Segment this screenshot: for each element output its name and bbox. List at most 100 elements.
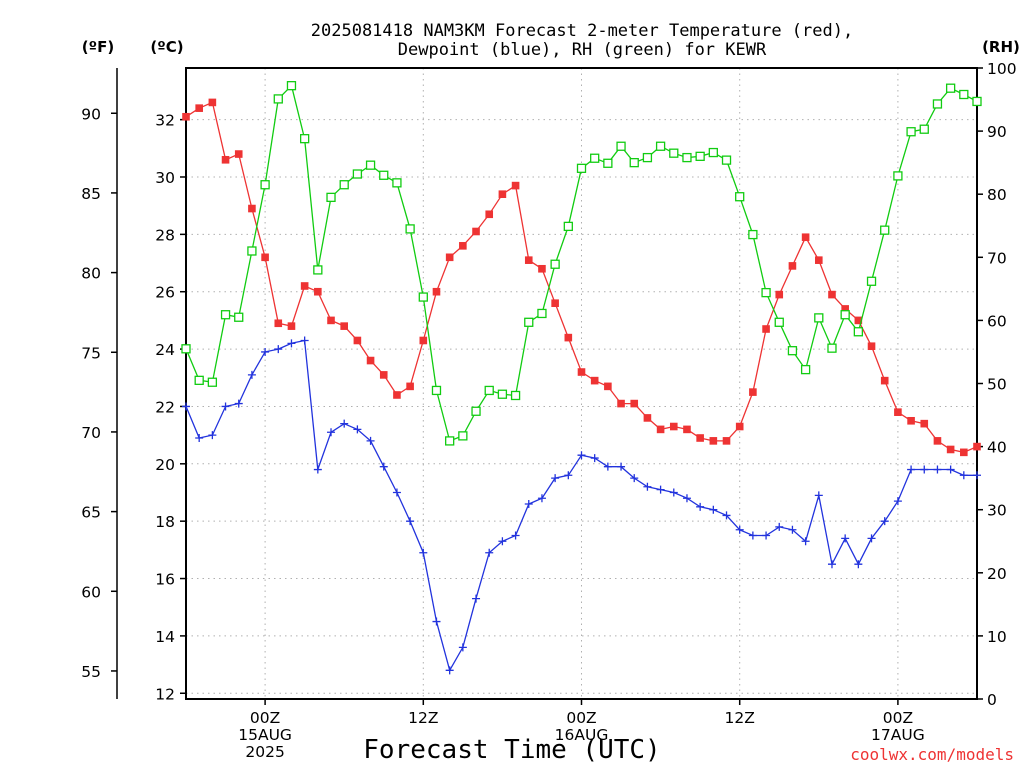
- dewpoint-point: [762, 531, 771, 540]
- rh-point: [629, 157, 639, 168]
- celsius-tick-label: 26: [155, 284, 175, 302]
- rh-tick-label: 30: [987, 502, 1007, 520]
- x-tick-label: 00Z: [883, 709, 913, 727]
- 2-meter-temperature-point: [524, 256, 533, 264]
- 2-meter-temperature-point: [933, 437, 942, 445]
- rh-point: [194, 375, 204, 385]
- rh-point: [642, 152, 653, 163]
- 2-meter-temperature-series: [182, 98, 981, 457]
- dewpoint-point: [603, 462, 612, 471]
- fahrenheit-tick-label: 55: [81, 663, 101, 681]
- x-tick-label: 2025: [245, 743, 284, 761]
- 2-meter-temperature-point: [960, 448, 968, 457]
- 2-meter-temperature-point: [538, 264, 546, 273]
- rh-point: [695, 151, 705, 161]
- rh-unit-label: (RH): [982, 38, 1020, 56]
- dewpoint-point: [920, 465, 929, 474]
- celsius-tick-label: 30: [155, 169, 175, 187]
- rh-point: [576, 163, 587, 173]
- 2-meter-temperature-point: [828, 290, 836, 299]
- dewpoint-point: [182, 402, 190, 411]
- 2-meter-temperature-point: [445, 253, 454, 262]
- 2-meter-temperature-point: [577, 368, 586, 376]
- rh-point: [379, 170, 389, 180]
- fahrenheit-tick-label: 75: [81, 344, 101, 362]
- 2-meter-temperature-point: [749, 388, 757, 396]
- rh-tick-label: 40: [987, 439, 1007, 457]
- rh-tick-label: 100: [987, 60, 1017, 78]
- dewpoint-point: [458, 643, 467, 652]
- dewpoint-point: [234, 399, 243, 408]
- 2-meter-temperature-point: [300, 282, 309, 290]
- 2-meter-temperature-point: [511, 181, 520, 190]
- dewpoint-point: [287, 339, 296, 348]
- rh-point: [313, 265, 323, 275]
- 2-meter-temperature-point: [221, 155, 230, 164]
- dewpoint-point: [419, 548, 428, 557]
- rh-point: [932, 99, 943, 109]
- fahrenheit-tick-label: 70: [81, 424, 101, 442]
- dewpoint-point: [577, 451, 586, 460]
- x-tick-label: 00Z: [250, 709, 280, 727]
- rh-point: [655, 141, 666, 151]
- dewpoint-point: [300, 336, 309, 345]
- 2-meter-temperature-point: [788, 262, 797, 270]
- rh-point: [207, 377, 218, 387]
- rh-point: [445, 436, 455, 446]
- rh-point: [458, 431, 468, 441]
- dewpoint-point: [867, 534, 876, 543]
- rh-point: [827, 343, 837, 353]
- 2-meter-temperature-point: [182, 112, 190, 121]
- celsius-tick-label: 24: [155, 341, 175, 359]
- rh-point: [563, 221, 573, 232]
- 2-meter-temperature-point: [208, 98, 217, 107]
- fahrenheit-tick-label: 65: [81, 504, 101, 522]
- fahrenheit-tick-label: 85: [81, 185, 101, 203]
- celsius-tick-label: 12: [155, 685, 175, 703]
- dewpoint-point: [946, 465, 955, 474]
- rh-point: [247, 246, 257, 256]
- 2-meter-temperature-point: [709, 437, 718, 445]
- fahrenheit-unit-label: (ºF): [82, 38, 114, 56]
- dewpoint-point: [801, 537, 810, 546]
- rh-point: [352, 169, 363, 179]
- 2-meter-temperature-point: [485, 210, 494, 219]
- rh-point: [471, 406, 481, 416]
- dewpoint-point: [524, 499, 533, 508]
- rh-point: [880, 225, 890, 235]
- dewpoint-series: [182, 336, 981, 675]
- 2-meter-temperature-point: [590, 376, 599, 385]
- celsius-unit-label: (ºC): [150, 38, 183, 56]
- rh-point: [735, 192, 745, 202]
- rh-point: [840, 310, 850, 320]
- dewpoint-point: [445, 666, 454, 675]
- celsius-tick-label: 32: [155, 112, 175, 130]
- rh-point: [550, 259, 560, 269]
- dewpoint-point: [208, 431, 217, 440]
- rh-point: [220, 310, 231, 320]
- dewpoint-point: [893, 497, 902, 506]
- rh-point: [234, 312, 244, 322]
- dewpoint-point: [340, 419, 349, 428]
- fahrenheit-tick-label: 90: [81, 105, 101, 123]
- 2-meter-temperature-point: [274, 319, 283, 328]
- rh-tick-label: 10: [987, 628, 1007, 646]
- dewpoint-point: [696, 502, 705, 511]
- rh-point: [787, 346, 798, 356]
- dewpoint-point: [722, 511, 731, 520]
- 2-meter-temperature-point: [327, 316, 335, 325]
- dewpoint-point: [814, 491, 823, 500]
- dewpoint-point: [379, 462, 388, 471]
- celsius-tick-label: 20: [155, 456, 175, 474]
- x-tick-label: 12Z: [408, 709, 438, 727]
- 2-meter-temperature-point: [841, 305, 849, 313]
- rh-point: [365, 160, 376, 170]
- rh-point: [669, 148, 679, 158]
- dewpoint-point: [406, 517, 415, 526]
- dewpoint-point: [551, 474, 560, 483]
- chart-title-line-2: Dewpoint (blue), RH (green) for KEWR: [398, 40, 767, 60]
- 2-meter-temperature-point: [432, 287, 441, 296]
- 2-meter-temperature-point: [696, 434, 704, 442]
- rh-point: [682, 152, 692, 163]
